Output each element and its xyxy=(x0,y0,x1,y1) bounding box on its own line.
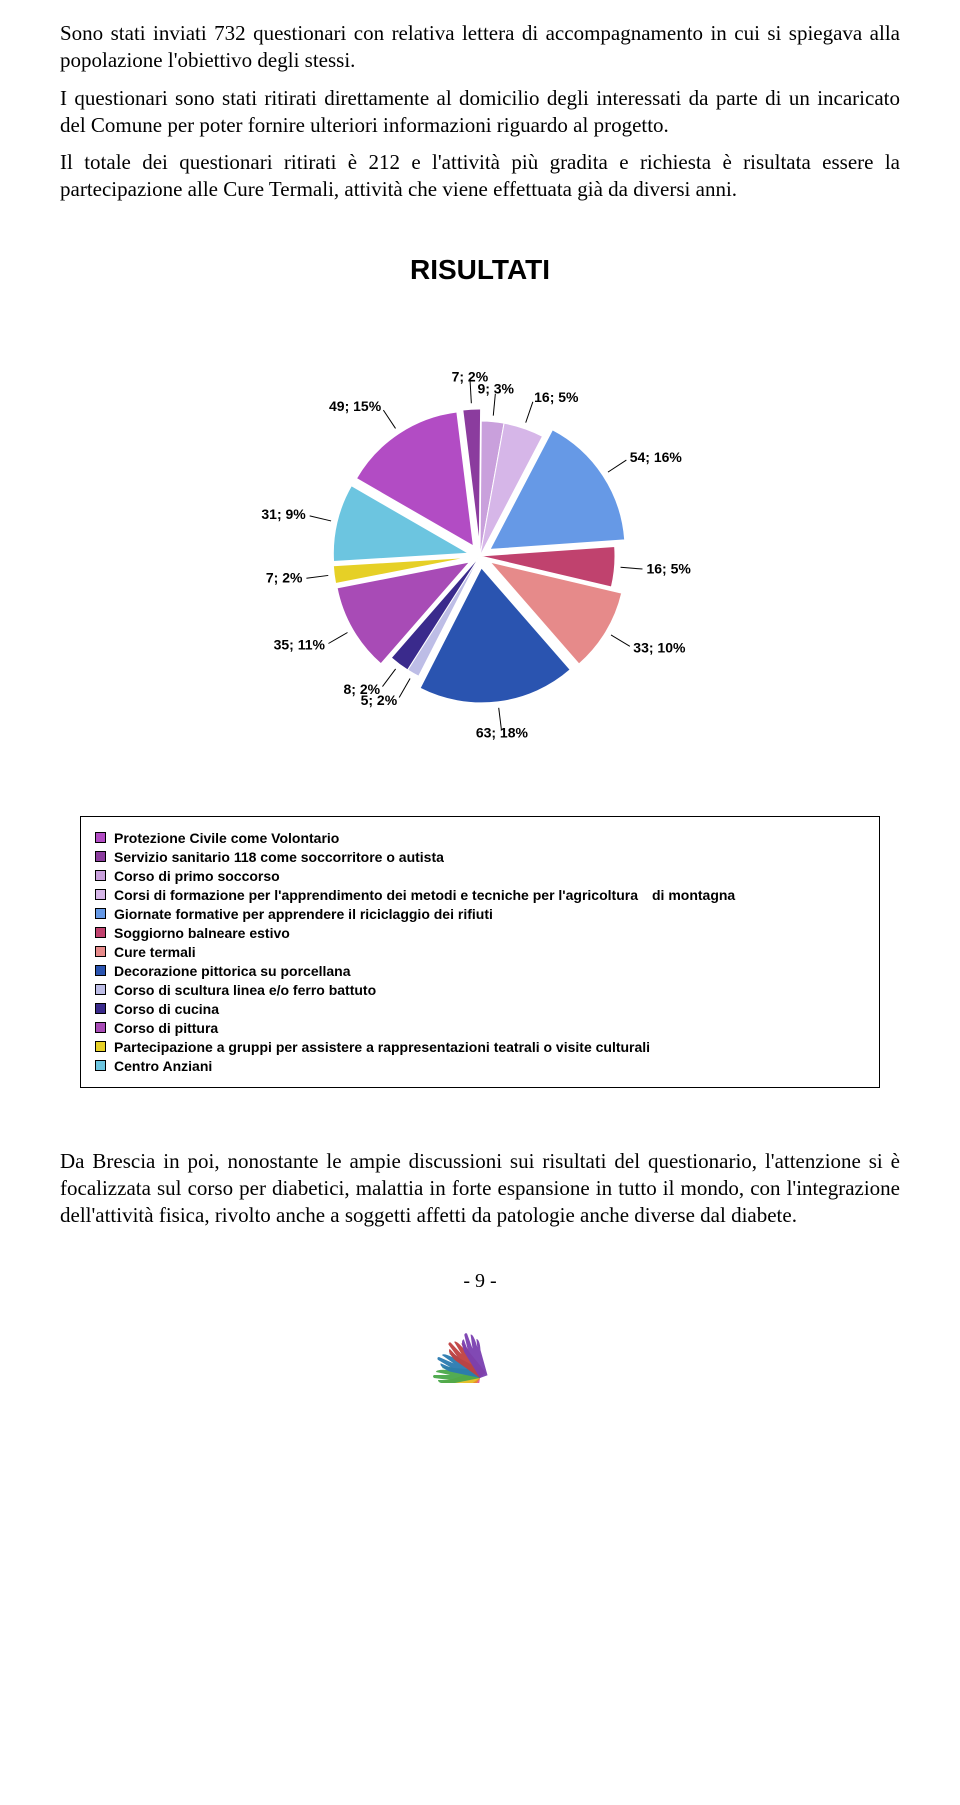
footer-logo xyxy=(60,1303,900,1383)
page-number: - 9 - xyxy=(60,1270,900,1293)
slice-label: 49; 15% xyxy=(329,398,382,414)
slice-label: 31; 9% xyxy=(261,506,306,522)
legend-label: Corso di scultura linea e/o ferro battut… xyxy=(114,982,376,998)
legend-label: Cure termali xyxy=(114,944,196,960)
pie-chart: 49; 15% 7; 2% 9; 3% 16; 5% 54; 16% 16; 5% 33; … xyxy=(60,316,900,786)
slice-label: 35; 11% xyxy=(274,636,326,652)
legend-label: Protezione Civile come Volontario xyxy=(114,830,339,846)
slice-label: 63; 18% xyxy=(476,724,529,740)
legend-label: Decorazione pittorica su porcellana xyxy=(114,963,351,979)
legend-swatch xyxy=(95,1060,106,1071)
slice-label: 16; 5% xyxy=(534,389,579,405)
legend-item: Giornate formative per apprendere il ric… xyxy=(95,906,865,922)
legend-label: Giornate formative per apprendere il ric… xyxy=(114,906,493,922)
legend-label: Centro Anziani xyxy=(114,1058,212,1074)
legend-item: Corso di primo soccorso xyxy=(95,868,865,884)
legend-item: Corsi di formazione per l'apprendimento … xyxy=(95,887,865,903)
slice-label: 7; 2% xyxy=(266,570,303,586)
legend-item: Partecipazione a gruppi per assistere a … xyxy=(95,1039,865,1055)
legend-swatch xyxy=(95,908,106,919)
legend-swatch xyxy=(95,984,106,995)
legend-swatch xyxy=(95,927,106,938)
slice-label: 54; 16% xyxy=(630,449,683,465)
legend-swatch xyxy=(95,889,106,900)
legend-swatch xyxy=(95,1022,106,1033)
legend-swatch xyxy=(95,965,106,976)
legend-label: Corso di cucina xyxy=(114,1001,219,1017)
slice-label: 16; 5% xyxy=(646,560,691,576)
legend-item: Soggiorno balneare estivo xyxy=(95,925,865,941)
legend-label: Corsi di formazione per l'apprendimento … xyxy=(114,887,735,903)
legend-label: Servizio sanitario 118 come soccorritore… xyxy=(114,849,444,865)
legend-item: Servizio sanitario 118 come soccorritore… xyxy=(95,849,865,865)
intro-paragraph-2: I questionari sono stati ritirati dirett… xyxy=(60,85,900,140)
legend-swatch xyxy=(95,946,106,957)
legend-item: Centro Anziani xyxy=(95,1058,865,1074)
intro-paragraph-3: Il totale dei questionari ritirati è 212… xyxy=(60,149,900,204)
legend-item: Corso di cucina xyxy=(95,1001,865,1017)
chart-title: RISULTATI xyxy=(60,254,900,286)
legend-label: Soggiorno balneare estivo xyxy=(114,925,290,941)
legend-swatch xyxy=(95,1003,106,1014)
closing-paragraph: Da Brescia in poi, nonostante le ampie d… xyxy=(60,1148,900,1230)
legend-item: Corso di pittura xyxy=(95,1020,865,1036)
slice-label: 8; 2% xyxy=(343,681,380,697)
intro-paragraph-1: Sono stati inviati 732 questionari con r… xyxy=(60,20,900,75)
legend-label: Partecipazione a gruppi per assistere a … xyxy=(114,1039,650,1055)
legend-label: Corso di primo soccorso xyxy=(114,868,280,884)
legend-item: Corso di scultura linea e/o ferro battut… xyxy=(95,982,865,998)
slice-label: 33; 10% xyxy=(633,639,686,655)
legend-swatch xyxy=(95,851,106,862)
legend-item: Cure termali xyxy=(95,944,865,960)
legend-item: Protezione Civile come Volontario xyxy=(95,830,865,846)
legend-swatch xyxy=(95,870,106,881)
legend-item: Decorazione pittorica su porcellana xyxy=(95,963,865,979)
legend-swatch xyxy=(95,1041,106,1052)
chart-legend: Protezione Civile come Volontario Servizi… xyxy=(80,816,880,1088)
slice-label: 9; 3% xyxy=(477,381,514,397)
legend-label: Corso di pittura xyxy=(114,1020,218,1036)
legend-swatch xyxy=(95,832,106,843)
